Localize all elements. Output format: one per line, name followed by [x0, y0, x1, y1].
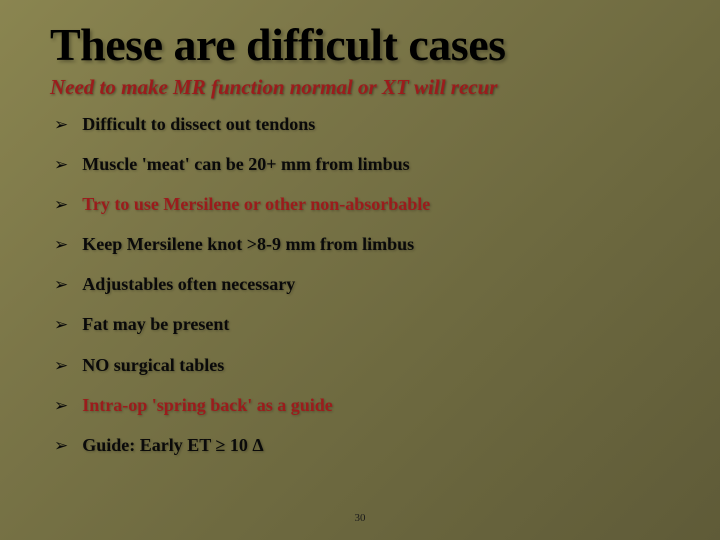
list-item: ➢ NO surgical tables: [50, 355, 680, 377]
bullet-marker-icon: ➢: [54, 435, 68, 457]
slide-title: These are difficult cases: [50, 18, 680, 71]
bullet-text: Difficult to dissect out tendons: [82, 114, 315, 136]
bullet-marker-icon: ➢: [54, 114, 68, 136]
list-item: ➢ Try to use Mersilene or other non-abso…: [50, 194, 680, 216]
bullet-marker-icon: ➢: [54, 274, 68, 296]
bullet-text: Intra-op 'spring back' as a guide: [82, 395, 333, 417]
bullet-text: NO surgical tables: [82, 355, 224, 377]
bullet-marker-icon: ➢: [54, 395, 68, 417]
bullet-list: ➢ Difficult to dissect out tendons ➢ Mus…: [50, 114, 680, 457]
bullet-text: Guide: Early ET ≥ 10 Δ: [82, 435, 263, 457]
list-item: ➢ Difficult to dissect out tendons: [50, 114, 680, 136]
slide-container: These are difficult cases Need to make M…: [0, 0, 720, 540]
list-item: ➢ Muscle 'meat' can be 20+ mm from limbu…: [50, 154, 680, 176]
bullet-text: Adjustables often necessary: [82, 274, 295, 296]
bullet-text: Try to use Mersilene or other non-absorb…: [82, 194, 430, 216]
list-item: ➢ Intra-op 'spring back' as a guide: [50, 395, 680, 417]
slide-subtitle: Need to make MR function normal or XT wi…: [50, 75, 680, 100]
list-item: ➢ Fat may be present: [50, 314, 680, 336]
list-item: ➢ Keep Mersilene knot >8-9 mm from limbu…: [50, 234, 680, 256]
bullet-text: Fat may be present: [82, 314, 229, 336]
bullet-marker-icon: ➢: [54, 154, 68, 176]
bullet-marker-icon: ➢: [54, 194, 68, 216]
bullet-marker-icon: ➢: [54, 314, 68, 336]
bullet-marker-icon: ➢: [54, 355, 68, 377]
page-number: 30: [355, 512, 366, 524]
bullet-marker-icon: ➢: [54, 234, 68, 256]
list-item: ➢ Guide: Early ET ≥ 10 Δ: [50, 435, 680, 457]
bullet-text: Muscle 'meat' can be 20+ mm from limbus: [82, 154, 409, 176]
bullet-text: Keep Mersilene knot >8-9 mm from limbus: [82, 234, 414, 256]
list-item: ➢ Adjustables often necessary: [50, 274, 680, 296]
